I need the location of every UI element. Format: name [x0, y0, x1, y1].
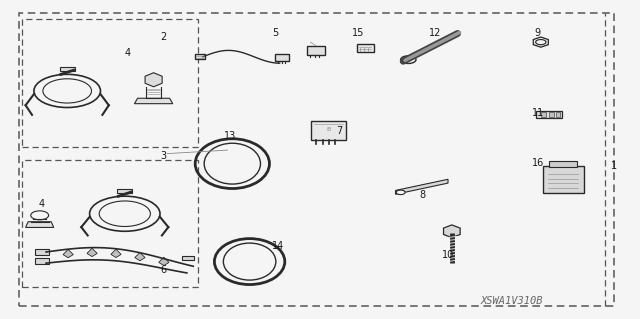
Text: 11: 11: [531, 108, 544, 118]
Bar: [60, 67, 75, 71]
Text: 15: 15: [352, 28, 365, 39]
Bar: [22, 160, 198, 287]
Circle shape: [401, 56, 416, 63]
Bar: [541, 112, 546, 117]
Bar: [117, 189, 132, 193]
Polygon shape: [63, 249, 73, 258]
Text: XSWA1V310B: XSWA1V310B: [481, 296, 543, 307]
Text: 4: 4: [38, 199, 45, 209]
Bar: [35, 249, 49, 255]
Bar: [275, 54, 289, 61]
Polygon shape: [87, 248, 97, 256]
Polygon shape: [134, 98, 173, 104]
Text: 8: 8: [419, 189, 426, 200]
Text: 13: 13: [224, 130, 237, 141]
Bar: [549, 161, 577, 167]
Bar: [357, 44, 374, 52]
Polygon shape: [159, 257, 169, 265]
Text: 10: 10: [442, 250, 454, 260]
Bar: [182, 256, 194, 260]
Polygon shape: [396, 179, 448, 194]
Polygon shape: [145, 73, 162, 87]
Circle shape: [396, 190, 405, 195]
Bar: [307, 46, 325, 55]
Bar: [543, 166, 584, 193]
Circle shape: [536, 40, 546, 45]
Bar: [549, 112, 554, 117]
Text: 4: 4: [125, 48, 131, 58]
Text: 2: 2: [160, 32, 166, 42]
Bar: [311, 121, 346, 140]
Bar: [22, 19, 198, 147]
Polygon shape: [111, 249, 121, 257]
Text: 14: 14: [272, 241, 285, 251]
Text: 9: 9: [534, 28, 541, 39]
Ellipse shape: [223, 243, 276, 280]
Text: 3: 3: [160, 151, 166, 161]
Polygon shape: [444, 225, 460, 238]
Text: 12: 12: [429, 28, 442, 39]
Text: 1: 1: [611, 161, 618, 171]
Ellipse shape: [204, 143, 260, 184]
Bar: [556, 112, 560, 117]
Text: B: B: [326, 127, 330, 132]
Polygon shape: [135, 252, 145, 261]
Polygon shape: [26, 222, 54, 227]
Bar: [536, 111, 562, 118]
Text: 6: 6: [160, 264, 166, 275]
Text: 7: 7: [336, 126, 342, 136]
Text: 5: 5: [272, 28, 278, 39]
Polygon shape: [533, 37, 548, 47]
Bar: [195, 54, 205, 59]
Bar: [35, 258, 49, 264]
Text: 16: 16: [531, 158, 544, 168]
